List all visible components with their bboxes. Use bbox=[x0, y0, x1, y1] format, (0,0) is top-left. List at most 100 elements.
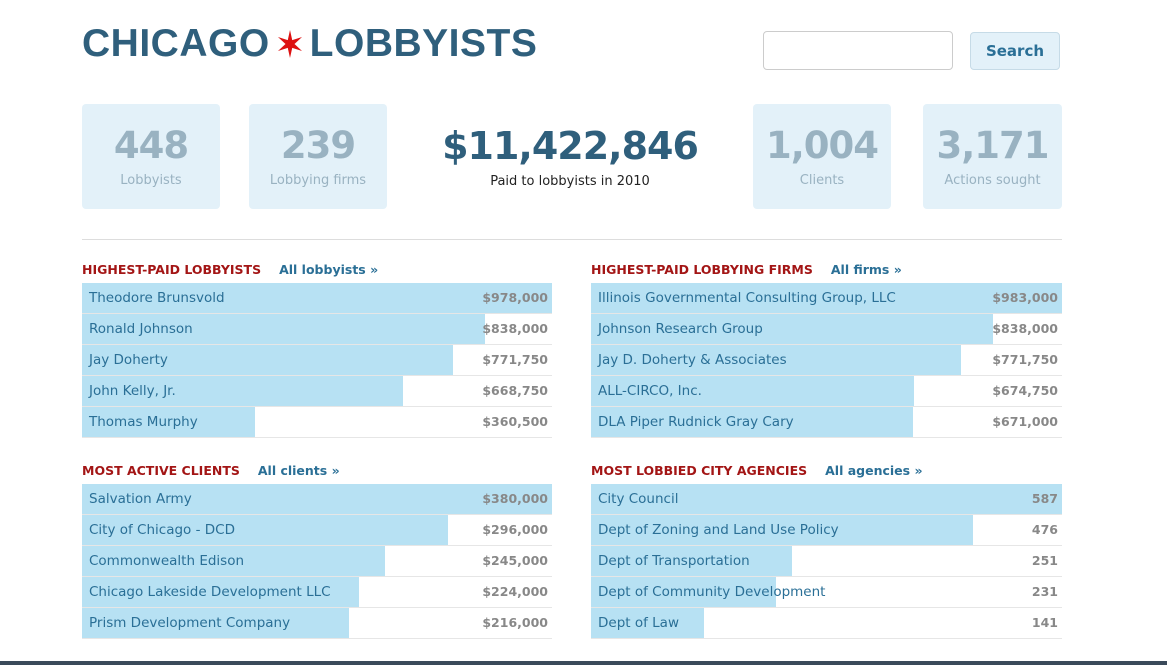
item-value: $245,000 bbox=[482, 553, 548, 568]
list-item[interactable]: Dept of Community Development 231 bbox=[591, 577, 1062, 608]
list-item[interactable]: Dept of Law 141 bbox=[591, 608, 1062, 639]
item-name[interactable]: Salvation Army bbox=[89, 491, 192, 507]
site-logo[interactable]: CHICAGO LOBBYISTS bbox=[82, 22, 537, 66]
stat-firms[interactable]: 239 Lobbying firms bbox=[249, 104, 387, 209]
panel-header: MOST LOBBIED CITY AGENCIES All agencies » bbox=[591, 456, 1062, 484]
value-bar bbox=[82, 577, 360, 607]
list-item[interactable]: Salvation Army $380,000 bbox=[82, 484, 552, 515]
item-value: 476 bbox=[1031, 522, 1058, 537]
value-bar bbox=[82, 376, 404, 406]
item-value: $838,000 bbox=[992, 321, 1058, 336]
value-bar bbox=[591, 345, 961, 375]
item-value: $771,750 bbox=[482, 352, 548, 367]
stat-value: 3,171 bbox=[936, 124, 1049, 167]
stat-clients[interactable]: 1,004 Clients bbox=[753, 104, 891, 209]
value-bar bbox=[82, 608, 350, 638]
stat-label: Paid to lobbyists in 2010 bbox=[490, 174, 650, 189]
value-bar bbox=[591, 608, 705, 638]
panel-agencies: MOST LOBBIED CITY AGENCIES All agencies »… bbox=[591, 456, 1062, 639]
value-bar bbox=[591, 577, 777, 607]
stat-actions[interactable]: 3,171 Actions sought bbox=[923, 104, 1062, 209]
item-name[interactable]: John Kelly, Jr. bbox=[89, 383, 176, 399]
item-name[interactable]: Illinois Governmental Consulting Group, … bbox=[598, 290, 896, 306]
list-item[interactable]: Ronald Johnson $838,000 bbox=[82, 314, 552, 345]
item-name[interactable]: City Council bbox=[598, 491, 679, 507]
value-bar bbox=[82, 283, 552, 313]
item-name[interactable]: Prism Development Company bbox=[89, 615, 291, 631]
value-bar bbox=[591, 283, 1062, 313]
value-bar bbox=[82, 345, 453, 375]
item-value: $674,750 bbox=[992, 383, 1058, 398]
list-item[interactable]: Illinois Governmental Consulting Group, … bbox=[591, 283, 1062, 314]
logo-text-lobbyists: LOBBYISTS bbox=[309, 22, 538, 65]
value-bar bbox=[82, 484, 552, 514]
list-item[interactable]: Dept of Transportation 251 bbox=[591, 546, 1062, 577]
item-name[interactable]: Dept of Zoning and Land Use Policy bbox=[598, 522, 839, 538]
stat-value: 448 bbox=[113, 124, 189, 167]
item-name[interactable]: Dept of Transportation bbox=[598, 553, 750, 569]
list-item[interactable]: John Kelly, Jr. $668,750 bbox=[82, 376, 552, 407]
list-item[interactable]: Johnson Research Group $838,000 bbox=[591, 314, 1062, 345]
divider bbox=[82, 239, 1062, 240]
panel-all-link[interactable]: All agencies » bbox=[825, 462, 923, 478]
value-bar bbox=[591, 314, 993, 344]
list-item[interactable]: City of Chicago - DCD $296,000 bbox=[82, 515, 552, 546]
list-item[interactable]: ALL-CIRCO, Inc. $674,750 bbox=[591, 376, 1062, 407]
item-value: $771,750 bbox=[992, 352, 1058, 367]
value-bar bbox=[82, 546, 385, 576]
list-item[interactable]: Jay Doherty $771,750 bbox=[82, 345, 552, 376]
value-bar bbox=[82, 515, 449, 545]
item-name[interactable]: Dept of Community Development bbox=[598, 584, 826, 600]
item-value: $296,000 bbox=[482, 522, 548, 537]
item-name[interactable]: Dept of Law bbox=[598, 615, 679, 631]
stat-value: 239 bbox=[280, 124, 356, 167]
stat-label: Lobbying firms bbox=[269, 173, 367, 188]
item-value: $224,000 bbox=[482, 584, 548, 599]
list-item[interactable]: Commonwealth Edison $245,000 bbox=[82, 546, 552, 577]
item-value: 141 bbox=[1031, 615, 1058, 630]
panel-clients: MOST ACTIVE CLIENTS All clients » Salvatio… bbox=[82, 456, 552, 639]
item-name[interactable]: Theodore Brunsvold bbox=[89, 290, 225, 306]
panel-header: HIGHEST-PAID LOBBYING FIRMS All firms » bbox=[591, 255, 1062, 283]
item-name[interactable]: Jay Doherty bbox=[89, 352, 168, 368]
item-name[interactable]: Ronald Johnson bbox=[89, 321, 193, 337]
value-bar bbox=[82, 314, 485, 344]
panel-all-link[interactable]: All lobbyists » bbox=[279, 261, 379, 277]
value-bar bbox=[591, 376, 915, 406]
panel-header: MOST ACTIVE CLIENTS All clients » bbox=[82, 456, 552, 484]
item-name[interactable]: Commonwealth Edison bbox=[89, 553, 245, 569]
item-name[interactable]: Chicago Lakeside Development LLC bbox=[89, 584, 331, 600]
item-name[interactable]: ALL-CIRCO, Inc. bbox=[598, 383, 702, 399]
stat-value: 1,004 bbox=[765, 124, 879, 167]
item-name[interactable]: Johnson Research Group bbox=[598, 321, 763, 337]
list-item[interactable]: Prism Development Company $216,000 bbox=[82, 608, 552, 639]
item-value: $671,000 bbox=[992, 414, 1058, 429]
stat-label: Actions sought bbox=[944, 173, 1041, 188]
panel-header: HIGHEST-PAID LOBBYISTS All lobbyists » bbox=[82, 255, 552, 283]
panel-title: MOST LOBBIED CITY AGENCIES bbox=[591, 462, 808, 478]
search-input[interactable] bbox=[763, 31, 953, 70]
list-item[interactable]: City Council 587 bbox=[591, 484, 1062, 515]
list-item[interactable]: Chicago Lakeside Development LLC $224,000 bbox=[82, 577, 552, 608]
panel-lobbyists: HIGHEST-PAID LOBBYISTS All lobbyists » The… bbox=[82, 255, 552, 438]
list-item[interactable]: Thomas Murphy $360,500 bbox=[82, 407, 552, 438]
list-item[interactable]: DLA Piper Rudnick Gray Cary $671,000 bbox=[591, 407, 1062, 438]
stat-value: $11,422,846 bbox=[442, 124, 699, 168]
list-item[interactable]: Theodore Brunsvold $978,000 bbox=[82, 283, 552, 314]
stat-lobbyists[interactable]: 448 Lobbyists bbox=[82, 104, 220, 209]
panel-title: HIGHEST-PAID LOBBYING FIRMS bbox=[591, 261, 813, 277]
item-value: $838,000 bbox=[482, 321, 548, 336]
search-button[interactable]: Search bbox=[970, 32, 1060, 70]
item-name[interactable]: Thomas Murphy bbox=[89, 414, 198, 430]
panel-all-link[interactable]: All clients » bbox=[257, 462, 340, 478]
item-name[interactable]: City of Chicago - DCD bbox=[89, 522, 235, 538]
value-bar bbox=[591, 484, 1062, 514]
item-value: 231 bbox=[1031, 584, 1058, 599]
list-item[interactable]: Dept of Zoning and Land Use Policy 476 bbox=[591, 515, 1062, 546]
item-name[interactable]: Jay D. Doherty & Associates bbox=[598, 352, 787, 368]
value-bar bbox=[591, 407, 913, 437]
panel-all-link[interactable]: All firms » bbox=[830, 261, 902, 277]
item-name[interactable]: DLA Piper Rudnick Gray Cary bbox=[598, 414, 794, 430]
stat-total-paid: $11,422,846 Paid to lobbyists in 2010 bbox=[420, 104, 720, 209]
list-item[interactable]: Jay D. Doherty & Associates $771,750 bbox=[591, 345, 1062, 376]
